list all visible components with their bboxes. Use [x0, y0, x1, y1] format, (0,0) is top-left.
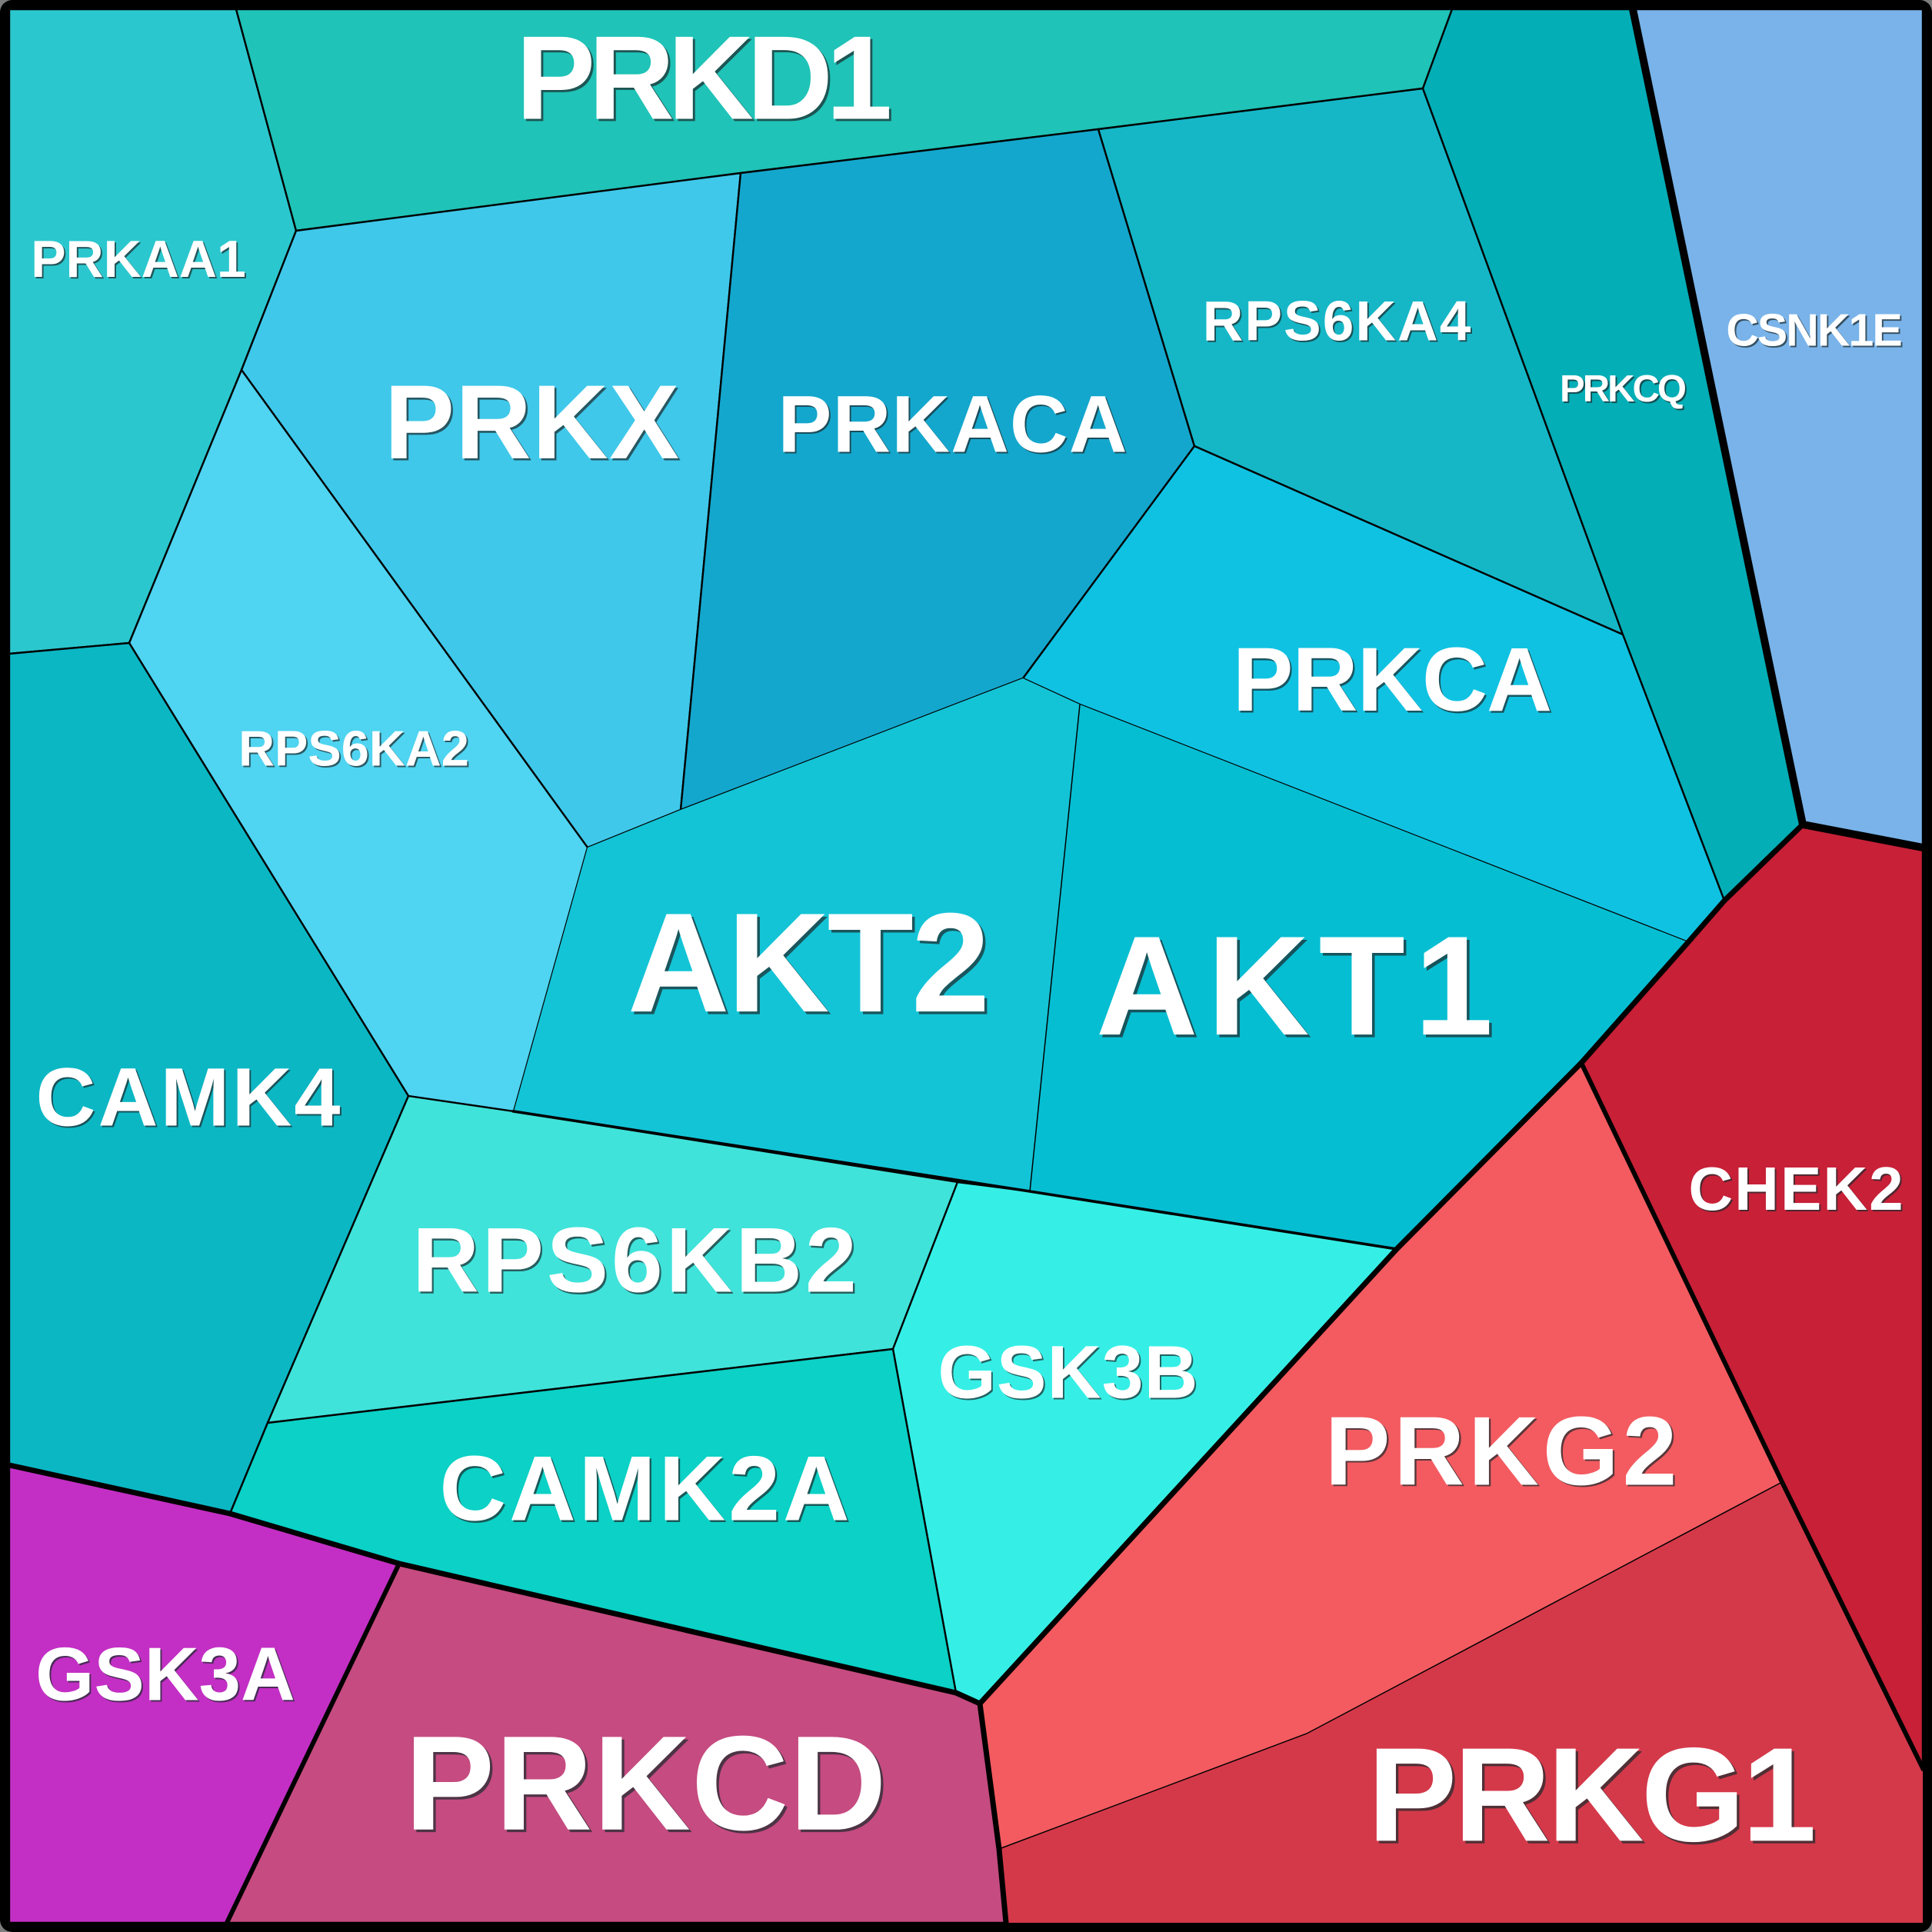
svg-text:CSNK1E: CSNK1E	[1727, 307, 1903, 358]
svg-text:PRKG2: PRKG2	[1325, 1396, 1681, 1505]
svg-text:AKT1: AKT1	[1098, 909, 1504, 1068]
svg-text:CHEK2: CHEK2	[1690, 1156, 1906, 1224]
svg-text:RPS6KA2: RPS6KA2	[238, 721, 469, 777]
svg-text:GSK3B: GSK3B	[939, 1331, 1200, 1415]
svg-text:PRKCD: PRKCD	[408, 1711, 890, 1861]
svg-text:PRKCA: PRKCA	[1234, 631, 1554, 732]
svg-text:CSNK1E: CSNK1E	[1726, 305, 1901, 356]
svg-text:CAMK4: CAMK4	[38, 1051, 345, 1144]
svg-text:PRKCA: PRKCA	[1233, 629, 1552, 731]
svg-text:PRKCD: PRKCD	[405, 1709, 887, 1859]
svg-text:RPS6KA4: RPS6KA4	[1203, 291, 1473, 353]
svg-text:GSK3A: GSK3A	[35, 1632, 295, 1717]
svg-text:CAMK4: CAMK4	[35, 1050, 342, 1143]
svg-text:PRKD1: PRKD1	[518, 13, 891, 146]
svg-text:PRKX: PRKX	[385, 364, 681, 481]
svg-text:PRKACA: PRKACA	[779, 381, 1129, 471]
svg-text:RPS6KA2: RPS6KA2	[240, 722, 471, 778]
svg-text:PRKAA1: PRKAA1	[32, 232, 248, 290]
svg-text:CAMK2A: CAMK2A	[439, 1437, 852, 1541]
svg-text:CAMK2A: CAMK2A	[441, 1439, 854, 1542]
svg-text:PRKCQ: PRKCQ	[1560, 368, 1686, 410]
svg-text:PRKAA1: PRKAA1	[31, 230, 246, 288]
svg-text:CHEK2: CHEK2	[1688, 1154, 1904, 1223]
svg-text:PRKCQ: PRKCQ	[1561, 370, 1687, 411]
svg-text:PRKD1: PRKD1	[516, 12, 889, 145]
svg-text:GSK3A: GSK3A	[37, 1634, 297, 1718]
svg-text:RPS6KA4: RPS6KA4	[1204, 292, 1474, 355]
svg-text:PRKG1: PRKG1	[1371, 1722, 1816, 1872]
svg-text:PRKG2: PRKG2	[1327, 1398, 1683, 1507]
svg-text:PRKX: PRKX	[386, 366, 682, 484]
svg-text:AKT2: AKT2	[630, 886, 990, 1044]
svg-text:GSK3B: GSK3B	[938, 1330, 1198, 1414]
svg-text:PRKG1: PRKG1	[1367, 1719, 1813, 1869]
svg-text:PRKACA: PRKACA	[778, 379, 1128, 469]
svg-text:AKT2: AKT2	[628, 883, 988, 1041]
svg-text:RPS6KB2: RPS6KB2	[415, 1211, 862, 1314]
svg-text:RPS6KB2: RPS6KB2	[412, 1209, 860, 1312]
svg-text:AKT1: AKT1	[1096, 906, 1502, 1064]
